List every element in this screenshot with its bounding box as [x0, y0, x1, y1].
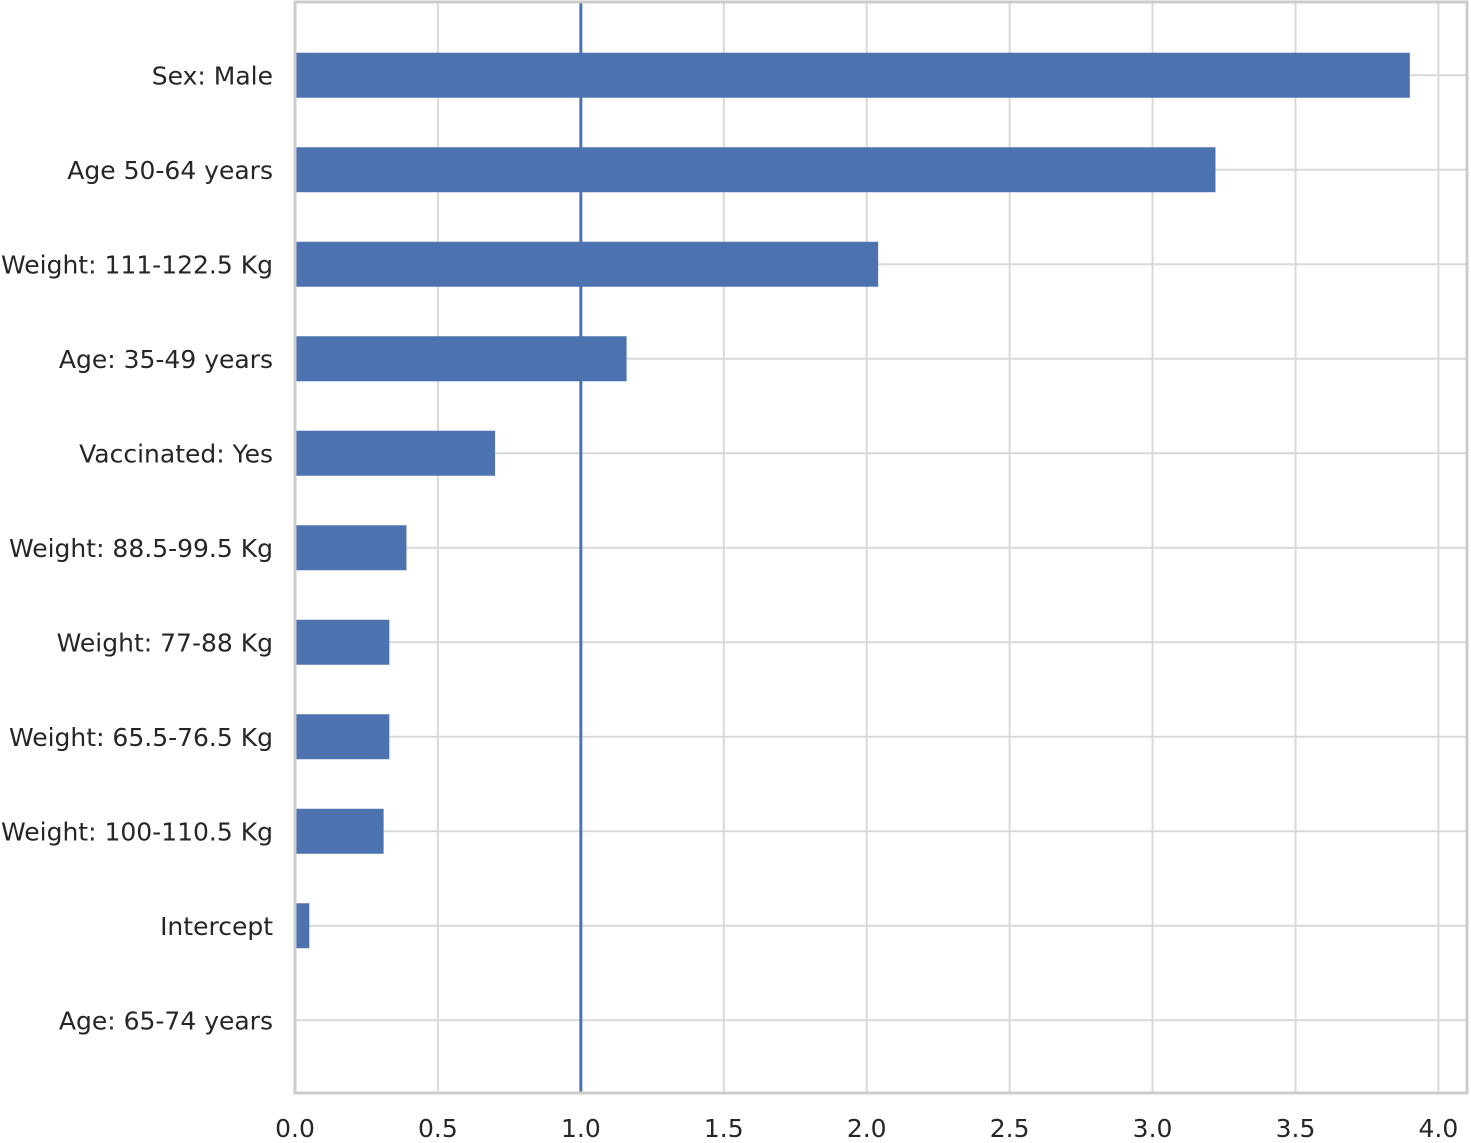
- category-labels: Sex: Male Age 50-64 years Weight: 111-122.…: [1, 61, 273, 1035]
- axes-frame: [293, 0, 1469, 1095]
- category-label: Weight: 65.5-76.5 Kg: [9, 723, 273, 752]
- x-tick-label: 4.0: [1419, 1114, 1459, 1138]
- bar: [295, 336, 627, 382]
- category-label: Weight: 88.5-99.5 Kg: [9, 534, 273, 563]
- bar: [295, 241, 879, 287]
- x-tick-label: 1.0: [561, 1114, 601, 1138]
- plot-frame: [293, 0, 1469, 1095]
- bar: [295, 525, 407, 571]
- bar: [295, 52, 1410, 98]
- x-tick-label: 0.5: [418, 1114, 458, 1138]
- bar: [295, 714, 390, 760]
- x-tick-label: 0.0: [275, 1114, 315, 1138]
- bars: [295, 52, 1410, 949]
- bar: [295, 430, 496, 476]
- bar: [295, 619, 390, 665]
- category-label: Age: 65-74 years: [59, 1006, 273, 1035]
- category-label: Vaccinated: Yes: [79, 439, 273, 468]
- x-tick-label: 2.5: [990, 1114, 1030, 1138]
- x-tick-label: 3.5: [1276, 1114, 1316, 1138]
- bar: [295, 147, 1216, 193]
- category-label: Age 50-64 years: [67, 156, 273, 185]
- category-label: Weight: 111-122.5 Kg: [1, 250, 273, 279]
- bar: [295, 808, 384, 854]
- category-label: Weight: 100-110.5 Kg: [1, 817, 273, 846]
- category-label: Weight: 77-88 Kg: [57, 628, 273, 657]
- category-label: Age: 35-49 years: [59, 345, 273, 374]
- x-tick-label: 2.0: [847, 1114, 887, 1138]
- x-tick-label: 1.5: [704, 1114, 744, 1138]
- category-label: Intercept: [160, 912, 273, 941]
- bar: [295, 903, 310, 949]
- category-label: Sex: Male: [152, 61, 273, 90]
- x-tick-label: 3.0: [1133, 1114, 1173, 1138]
- x-tick-labels: 0.0 0.5 1.0 1.5 2.0 2.5 3.0 3.5 4.0: [275, 1114, 1459, 1143]
